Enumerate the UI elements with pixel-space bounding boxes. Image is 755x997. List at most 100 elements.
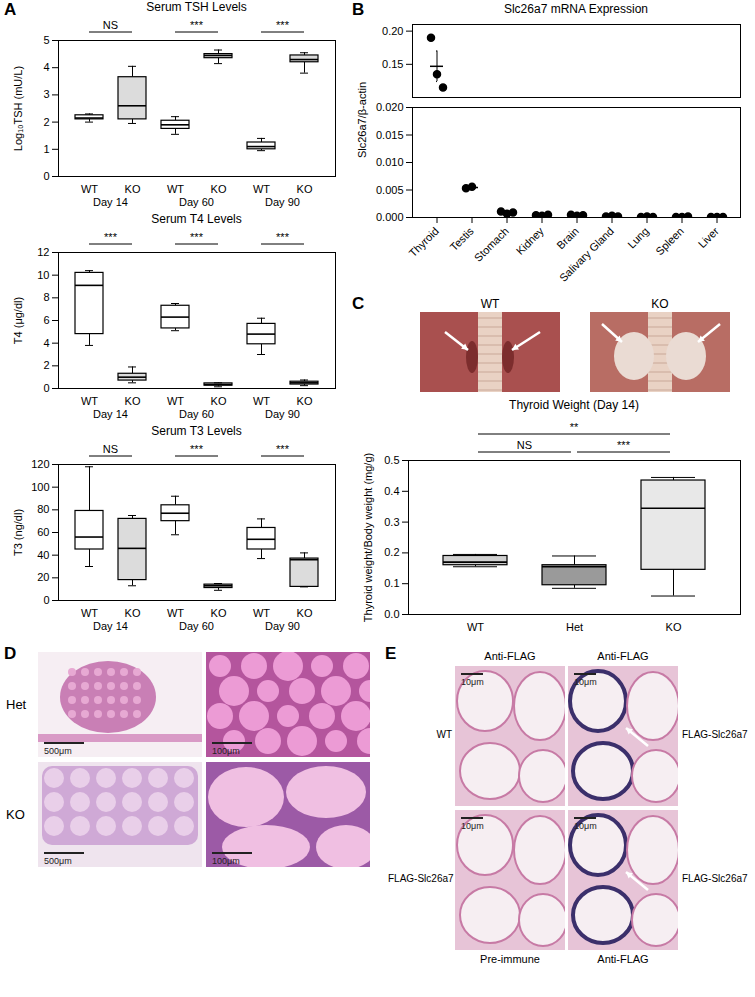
- svg-text:Day 14: Day 14: [93, 408, 128, 420]
- svg-text:Day 60: Day 60: [179, 196, 214, 208]
- svg-text:10μm: 10μm: [574, 821, 597, 831]
- svg-text:100μm: 100μm: [212, 746, 240, 756]
- svg-text:0.4: 0.4: [384, 485, 399, 497]
- svg-text:4: 4: [43, 61, 49, 73]
- svg-text:***: ***: [190, 19, 204, 31]
- svg-text:WT: WT: [167, 607, 184, 619]
- svg-text:NS: NS: [103, 443, 118, 455]
- svg-text:Lung: Lung: [625, 225, 651, 251]
- svg-text:0.015: 0.015: [376, 129, 404, 141]
- svg-text:***: ***: [276, 19, 290, 31]
- svg-text:0.1: 0.1: [384, 577, 399, 589]
- svg-text:Brain: Brain: [554, 225, 581, 252]
- svg-text:0.20: 0.20: [382, 25, 403, 37]
- svg-text:0.000: 0.000: [376, 211, 404, 223]
- svg-text:6: 6: [43, 314, 49, 326]
- svg-text:Day 90: Day 90: [265, 408, 300, 420]
- svg-text:10μm: 10μm: [461, 821, 484, 831]
- svg-text:**: **: [570, 421, 579, 433]
- svg-text:0: 0: [43, 382, 49, 394]
- svg-text:WT: WT: [81, 395, 98, 407]
- svg-text:Day 14: Day 14: [93, 620, 128, 632]
- svg-text:T3 (ng/dl): T3 (ng/dl): [12, 509, 24, 556]
- svg-text:KO: KO: [666, 621, 682, 633]
- svg-text:KO: KO: [125, 395, 141, 407]
- svg-text:***: ***: [617, 439, 631, 451]
- svg-text:WT: WT: [467, 621, 484, 633]
- svg-text:KO: KO: [297, 607, 313, 619]
- svg-text:WT: WT: [253, 607, 270, 619]
- svg-text:KO: KO: [297, 395, 313, 407]
- svg-text:0.005: 0.005: [376, 184, 404, 196]
- svg-text:KO: KO: [211, 607, 227, 619]
- svg-text:Spleen: Spleen: [653, 225, 686, 258]
- svg-text:0.0: 0.0: [384, 608, 399, 620]
- svg-text:Testis: Testis: [448, 224, 477, 253]
- svg-text:60: 60: [37, 526, 49, 538]
- svg-text:500μm: 500μm: [44, 856, 72, 866]
- svg-text:Day 90: Day 90: [265, 196, 300, 208]
- svg-text:KO: KO: [211, 183, 227, 195]
- svg-text:WT: WT: [253, 395, 270, 407]
- svg-text:3: 3: [43, 88, 49, 100]
- svg-text:Thyroid weight/Body weight (mg: Thyroid weight/Body weight (mg/g): [362, 453, 374, 622]
- svg-text:0.2: 0.2: [384, 546, 399, 558]
- svg-text:0.15: 0.15: [382, 58, 403, 70]
- svg-text:NS: NS: [517, 439, 532, 451]
- svg-text:WT: WT: [81, 607, 98, 619]
- svg-text:10: 10: [37, 269, 49, 281]
- svg-text:NS: NS: [103, 19, 118, 31]
- svg-text:WT: WT: [167, 395, 184, 407]
- svg-text:WT: WT: [81, 183, 98, 195]
- svg-text:0.3: 0.3: [384, 516, 399, 528]
- html-text:Het: Het: [6, 696, 27, 712]
- svg-text:500μm: 500μm: [44, 746, 72, 756]
- svg-text:Het: Het: [566, 621, 583, 633]
- html-text:Serum TSH Levels: Serum TSH Levels: [146, 0, 247, 14]
- svg-text:40: 40: [37, 549, 49, 561]
- svg-text:KO: KO: [125, 183, 141, 195]
- svg-text:2: 2: [43, 116, 49, 128]
- svg-text:Liver: Liver: [696, 225, 722, 251]
- svg-text:***: ***: [190, 231, 204, 243]
- svg-text:***: ***: [104, 231, 118, 243]
- svg-text:12: 12: [37, 246, 49, 258]
- svg-text:Salivary Gland: Salivary Gland: [557, 225, 616, 284]
- html-text:KO: KO: [6, 806, 25, 822]
- svg-text:Stomach: Stomach: [472, 225, 511, 264]
- svg-text:KO: KO: [297, 183, 313, 195]
- svg-text:Day 60: Day 60: [179, 408, 214, 420]
- svg-text:10μm: 10μm: [574, 677, 597, 687]
- svg-text:80: 80: [37, 503, 49, 515]
- svg-text:4: 4: [43, 337, 49, 349]
- svg-text:0.020: 0.020: [376, 101, 404, 113]
- svg-text:5: 5: [43, 34, 49, 46]
- svg-text:10μm: 10μm: [461, 677, 484, 687]
- svg-text:0.010: 0.010: [376, 156, 404, 168]
- svg-text:KO: KO: [125, 607, 141, 619]
- svg-text:0: 0: [43, 170, 49, 182]
- svg-text:***: ***: [190, 443, 204, 455]
- svg-text:0: 0: [43, 594, 49, 606]
- svg-text:Thyroid: Thyroid: [406, 225, 440, 259]
- svg-text:Day 14: Day 14: [93, 196, 128, 208]
- svg-text:0.5: 0.5: [384, 454, 399, 466]
- svg-text:Day 90: Day 90: [265, 620, 300, 632]
- svg-text:***: ***: [276, 443, 290, 455]
- svg-text:100μm: 100μm: [212, 856, 240, 866]
- svg-text:120: 120: [31, 458, 49, 470]
- svg-text:Day 60: Day 60: [179, 620, 214, 632]
- svg-text:Kidney: Kidney: [514, 224, 547, 257]
- svg-text:Log₁₀TSH (mU/L): Log₁₀TSH (mU/L): [12, 66, 24, 151]
- svg-text:100: 100: [31, 481, 49, 493]
- svg-text:2: 2: [43, 359, 49, 371]
- svg-text:T4 (μg/dl): T4 (μg/dl): [12, 297, 24, 344]
- html-text:Serum T4 Levels: Serum T4 Levels: [151, 212, 242, 226]
- svg-text:***: ***: [276, 231, 290, 243]
- svg-text:1: 1: [43, 143, 49, 155]
- svg-text:WT: WT: [253, 183, 270, 195]
- svg-text:20: 20: [37, 571, 49, 583]
- svg-text:KO: KO: [211, 395, 227, 407]
- svg-text:WT: WT: [167, 183, 184, 195]
- svg-text:8: 8: [43, 291, 49, 303]
